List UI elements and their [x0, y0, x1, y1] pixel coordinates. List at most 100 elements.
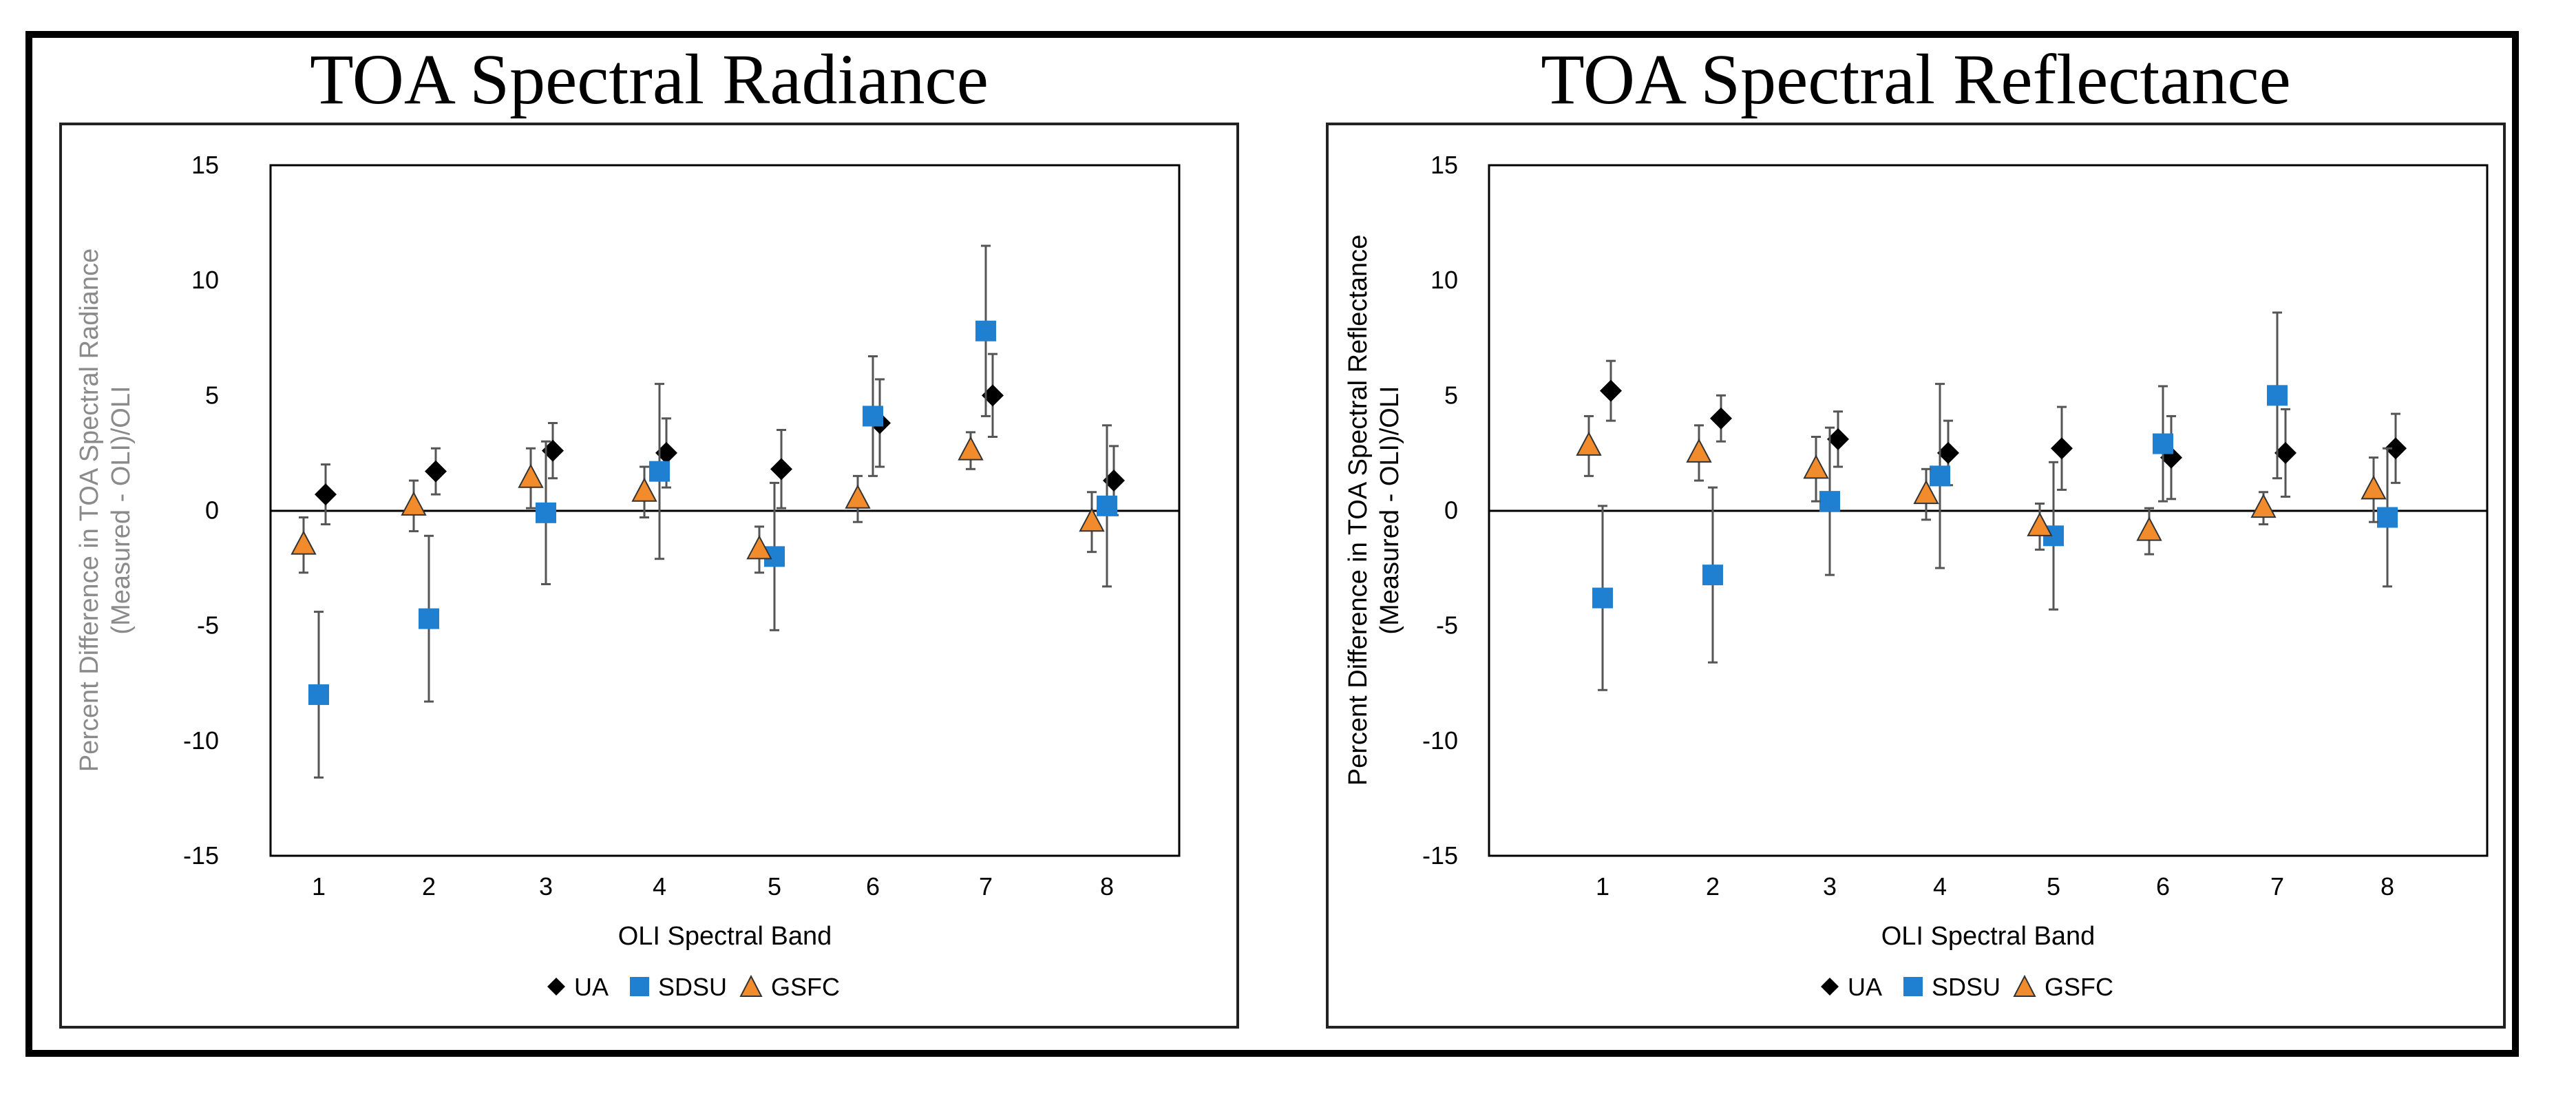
- point-ua-band-4: [1937, 441, 1959, 464]
- point-gsfc-band-4: [1913, 479, 1939, 505]
- y-axis-label: Percent Difference in TOA Spectral Refle…: [1344, 235, 1373, 786]
- point-sdsu-band-6: [2153, 433, 2173, 454]
- y-tick-label: -10: [1422, 726, 1458, 755]
- point-gsfc-band-7: [2250, 494, 2277, 518]
- chart-title: TOA Spectral Reflectance: [1541, 40, 2291, 119]
- x-tick-label: 4: [653, 872, 666, 901]
- legend-label: SDSU: [1932, 973, 2000, 1001]
- point-ua-band-5: [770, 458, 792, 481]
- point-ua-band-1: [1600, 379, 1622, 402]
- point-sdsu-band-3: [536, 502, 556, 523]
- x-tick-label: 7: [2270, 872, 2284, 901]
- point-sdsu-band-6: [863, 406, 883, 427]
- point-ua-band-8: [2385, 437, 2407, 460]
- y-tick-label: 0: [205, 496, 219, 525]
- legend-label: UA: [1848, 973, 1882, 1001]
- point-ua-band-8: [1103, 470, 1125, 492]
- x-tick-labels: 1 2 3 4 5 6 7 8: [312, 872, 1114, 901]
- chart-panel-reflectance: TOA Spectral Reflectance -15 -10 -5 0 5 …: [1326, 40, 2506, 1029]
- panel-border: [59, 123, 1239, 1029]
- point-gsfc-band-3: [518, 463, 544, 488]
- y-tick-label: 5: [205, 381, 219, 409]
- x-tick-labels: 1 2 3 4 5 6 7 8: [1596, 872, 2394, 901]
- y-tick-labels: -15 -10 -5 0 5 10 15: [1422, 151, 1458, 870]
- x-tick-label: 4: [1933, 872, 1947, 901]
- point-sdsu-band-8: [1097, 495, 1117, 516]
- point-ua-band-2: [1710, 407, 1732, 430]
- point-sdsu-band-1: [1592, 587, 1613, 609]
- y-tick-labels: -15 -10 -5 0 5 10 15: [183, 151, 219, 870]
- legend-marker-ua: [1821, 978, 1839, 996]
- legend-marker-sdsu: [630, 977, 649, 996]
- point-gsfc-band-5: [2027, 512, 2053, 536]
- chart-title: TOA Spectral Radiance: [310, 40, 989, 119]
- data-marks: [291, 244, 1125, 779]
- point-sdsu-band-1: [308, 684, 329, 705]
- point-gsfc-band-6: [2136, 516, 2162, 541]
- x-tick-label: 5: [2047, 872, 2060, 901]
- legend: UA SDSU GSFC: [1821, 973, 2113, 1001]
- legend-label: UA: [574, 973, 609, 1001]
- point-sdsu-band-7: [975, 320, 996, 341]
- x-tick-label: 3: [539, 872, 553, 901]
- legend: UA SDSU GSFC: [547, 973, 840, 1001]
- point-ua-band-5: [2051, 437, 2073, 460]
- y-tick-label: -10: [183, 726, 219, 755]
- outer-frame: [25, 31, 2519, 1057]
- point-sdsu-band-4: [1930, 465, 1950, 487]
- point-ua-band-1: [315, 483, 337, 506]
- x-tick-label: 3: [1823, 872, 1837, 901]
- point-ua-band-7: [2274, 441, 2297, 464]
- point-gsfc-band-2: [401, 491, 427, 516]
- y-tick-label: -5: [197, 611, 219, 640]
- point-sdsu-band-7: [2267, 385, 2288, 406]
- point-sdsu-band-2: [419, 608, 439, 629]
- x-tick-label: 1: [312, 872, 326, 901]
- legend-label: GSFC: [771, 973, 840, 1001]
- point-gsfc-band-3: [1803, 454, 1829, 479]
- legend-marker-ua: [547, 978, 565, 996]
- data-marks: [1576, 311, 2407, 691]
- legend-marker-gsfc: [2013, 974, 2036, 997]
- point-ua-band-3: [1827, 428, 1849, 450]
- y-tick-label: 0: [1444, 496, 1458, 525]
- x-tick-label: 8: [2380, 872, 2394, 901]
- point-gsfc-band-7: [958, 436, 984, 461]
- y-axis-label: (Measured - OLI)/OLI: [1375, 386, 1404, 634]
- point-sdsu-band-3: [1819, 491, 1840, 512]
- y-tick-label: 15: [191, 151, 219, 179]
- point-gsfc-band-1: [291, 530, 317, 555]
- point-gsfc-band-5: [746, 535, 772, 560]
- point-ua-band-7: [982, 384, 1004, 407]
- legend-marker-sdsu: [1903, 977, 1923, 996]
- y-axis-label: Percent Difference in TOA Spectral Radia…: [75, 249, 104, 772]
- point-gsfc-band-2: [1686, 438, 1712, 463]
- x-tick-label: 8: [1100, 872, 1114, 901]
- point-ua-band-4: [655, 441, 677, 464]
- x-tick-label: 7: [979, 872, 993, 901]
- point-ua-band-3: [542, 439, 564, 462]
- point-sdsu-band-2: [1702, 565, 1723, 586]
- panel-border: [1326, 123, 2506, 1029]
- point-gsfc-band-4: [631, 477, 657, 502]
- y-tick-label: 10: [191, 266, 219, 294]
- x-tick-label: 2: [1706, 872, 1720, 901]
- x-tick-label: 5: [768, 872, 781, 901]
- point-gsfc-band-6: [845, 484, 871, 509]
- x-tick-label: 1: [1596, 872, 1609, 901]
- y-tick-label: -15: [1422, 841, 1458, 870]
- y-axis-label: (Measured - OLI)/OLI: [107, 386, 136, 634]
- x-axis-label: OLI Spectral Band: [618, 922, 832, 951]
- x-tick-label: 2: [422, 872, 436, 901]
- point-gsfc-band-8: [2361, 475, 2387, 500]
- chart-panel-radiance: TOA Spectral Radiance -15 -10 -5 0 5 10 …: [59, 40, 1239, 1029]
- point-gsfc-band-8: [1079, 507, 1105, 532]
- legend-marker-gsfc: [739, 974, 763, 997]
- legend-label: SDSU: [658, 973, 727, 1001]
- y-tick-label: -15: [183, 841, 219, 870]
- point-sdsu-band-8: [2377, 507, 2398, 528]
- x-axis-label: OLI Spectral Band: [1881, 922, 2095, 951]
- y-tick-label: -5: [1436, 611, 1458, 640]
- point-sdsu-band-4: [649, 461, 670, 482]
